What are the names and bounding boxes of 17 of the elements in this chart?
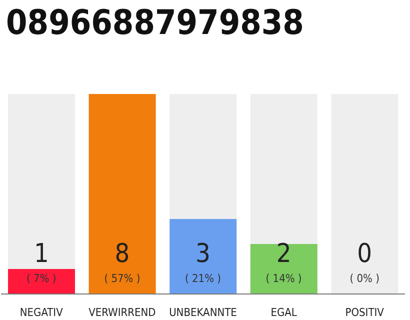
bar <box>8 269 75 294</box>
data-label: 3 <box>196 239 210 269</box>
data-label: 2 <box>276 239 292 269</box>
chart-title: 08966887979838 <box>5 2 305 44</box>
x-tick-label: EGAL <box>270 306 298 319</box>
data-label: 8 <box>114 239 130 269</box>
annotation: ( 57% ) <box>104 272 140 285</box>
data-label: 1 <box>34 239 49 269</box>
annotation: ( 14% ) <box>266 272 302 285</box>
annotation: ( 7% ) <box>26 272 56 285</box>
annotation: ( 0% ) <box>350 272 380 285</box>
x-tick-label: NEGATIV <box>20 306 64 319</box>
x-tick-label: VERWIRREND <box>88 306 156 319</box>
annotation: ( 21% ) <box>184 272 222 285</box>
data-label: 0 <box>357 239 372 269</box>
x-tick-label: UNBEKANNTE <box>169 306 237 319</box>
x-tick-label: POSITIV <box>345 306 384 319</box>
